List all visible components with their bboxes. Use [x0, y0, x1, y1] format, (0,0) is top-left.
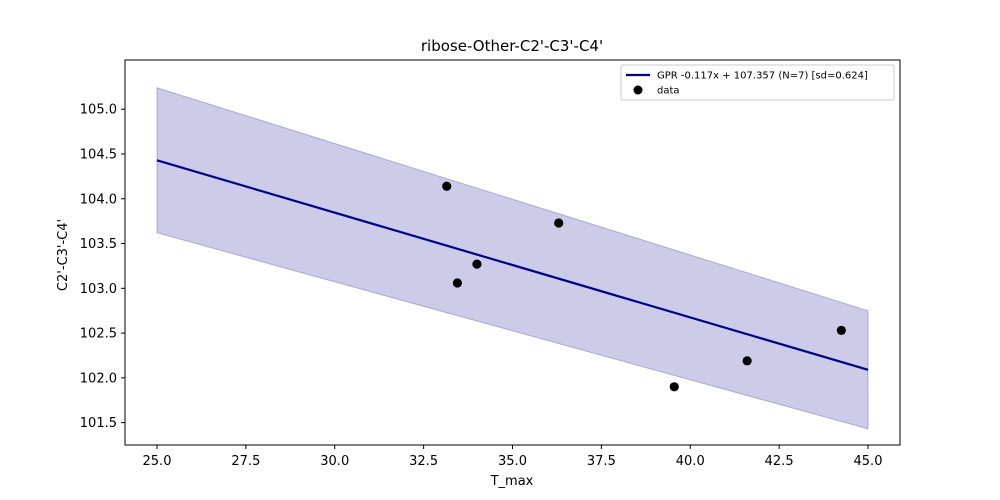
- data-point: [554, 218, 564, 228]
- data-points: [442, 181, 846, 392]
- legend: GPR -0.117x + 107.357 (N=7) [sd=0.624] d…: [620, 64, 895, 101]
- x-tick-label: 42.5: [765, 454, 794, 469]
- x-tick-label: 27.5: [231, 454, 260, 469]
- y-tick-label: 104.0: [80, 192, 117, 207]
- x-tick-label: 25.0: [143, 454, 172, 469]
- y-tick-label: 103.0: [80, 282, 117, 297]
- y-tick-label: 102.5: [80, 327, 117, 342]
- legend-marker-swatch: [633, 85, 643, 95]
- y-tick-label: 101.5: [80, 416, 117, 431]
- data-point: [669, 382, 679, 392]
- data-point: [836, 325, 846, 335]
- chart-title: ribose-Other-C2'-C3'-C4': [421, 37, 603, 55]
- y-tick-label: 105.0: [80, 103, 117, 118]
- x-axis-label: T_max: [490, 474, 534, 489]
- x-tick-label: 35.0: [498, 454, 527, 469]
- y-axis-label: C2'-C3'-C4': [56, 219, 71, 291]
- x-tick-label: 37.5: [587, 454, 616, 469]
- x-tick-label: 32.5: [409, 454, 438, 469]
- legend-label-data: data: [657, 86, 680, 97]
- regression-line: [156, 159, 869, 371]
- y-tick-label: 102.0: [80, 371, 117, 386]
- data-point: [472, 259, 482, 269]
- x-tick-label: 45.0: [854, 454, 883, 469]
- data-point: [742, 356, 752, 366]
- plot-area: [156, 87, 869, 430]
- data-point: [452, 278, 462, 288]
- data-point: [442, 181, 452, 191]
- y-tick-label: 103.5: [80, 237, 117, 252]
- legend-label-fit: GPR -0.117x + 107.357 (N=7) [sd=0.624]: [657, 71, 868, 82]
- x-axis-ticks: 25.0 27.5 30.0 32.5 35.0 37.5 40.0 42.5 45.0: [143, 445, 883, 469]
- x-tick-label: 30.0: [320, 454, 349, 469]
- y-tick-label: 104.5: [80, 148, 117, 163]
- confidence-band: [156, 87, 869, 430]
- y-axis-ticks: 101.5 102.0 102.5 103.0 103.5 104.0 104.5 105.0: [80, 103, 125, 431]
- x-tick-label: 40.0: [676, 454, 705, 469]
- legend-box: [620, 64, 895, 101]
